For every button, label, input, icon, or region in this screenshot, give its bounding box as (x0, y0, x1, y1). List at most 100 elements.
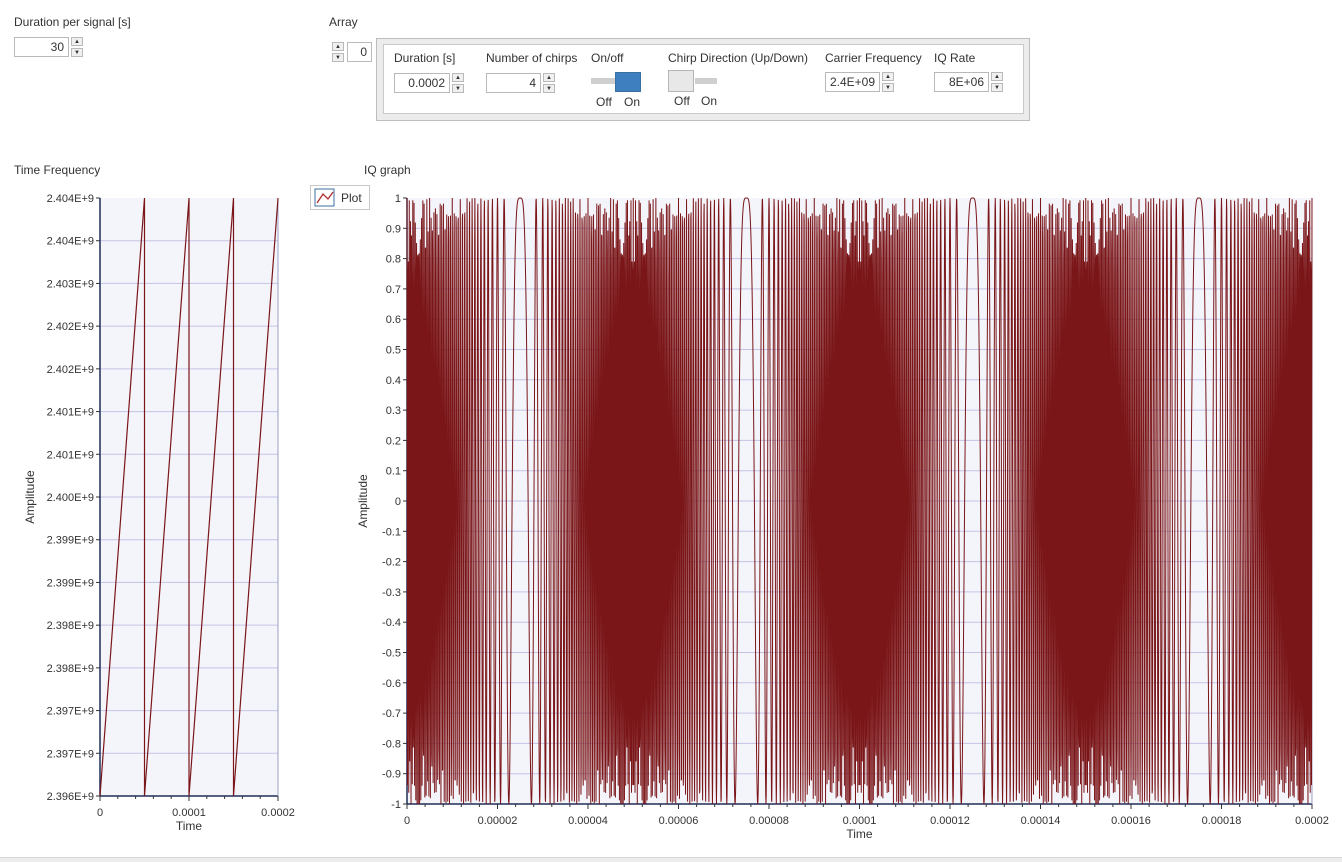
x-tick-label: 0 (404, 815, 410, 827)
array-index-input[interactable]: 0 (347, 42, 372, 62)
x-tick-label: 0.0002 (261, 807, 295, 819)
iq-rate-input[interactable]: 8E+06 (934, 72, 989, 92)
window-bottom-border (0, 857, 1342, 862)
y-tick-label: -0.6 (382, 678, 401, 690)
duration-per-signal-input[interactable]: 30 (14, 37, 69, 57)
y-tick-label: 0.9 (386, 223, 401, 235)
decrement-arrow-icon[interactable]: ▼ (991, 83, 1003, 92)
y-tick-label: -0.1 (382, 526, 401, 538)
on-off-on-label: On (624, 95, 641, 109)
num-chirps-label: Number of chirps (486, 51, 578, 65)
chirp-direction-on-label: On (701, 94, 718, 108)
num-chirps-input[interactable]: 4 (486, 73, 541, 93)
series-line (99, 197, 279, 797)
y-tick-label: 0.6 (386, 314, 401, 326)
decrement-arrow-icon[interactable]: ▼ (71, 48, 83, 57)
x-axis-label: Time (846, 827, 873, 841)
switch-track[interactable] (695, 78, 717, 84)
decrement-arrow-icon[interactable]: ▼ (543, 84, 555, 93)
y-tick-label: 0.3 (386, 405, 401, 417)
on-off-label: On/off (591, 51, 624, 65)
decrement-arrow-icon[interactable]: ▼ (882, 83, 894, 92)
y-tick-label: 2.398E+9 (47, 620, 94, 632)
duration-per-signal-spinner[interactable]: ▲ ▼ (71, 37, 83, 57)
on-off-off-label: Off (596, 95, 612, 109)
num-chirps-spinner[interactable]: ▲ ▼ (543, 73, 555, 93)
y-tick-label: 2.401E+9 (47, 449, 94, 461)
y-tick-label: 1 (395, 193, 401, 205)
x-tick-label: 0.00016 (1111, 815, 1151, 827)
y-tick-label: 2.397E+9 (47, 706, 94, 718)
x-tick-label: 0.00006 (659, 815, 699, 827)
x-tick-label: 0.00018 (1202, 815, 1242, 827)
duration-spinner[interactable]: ▲ ▼ (452, 73, 464, 93)
plot-legend-label: Plot (341, 191, 362, 205)
switch-knob[interactable] (668, 70, 694, 92)
y-tick-label: 2.402E+9 (47, 321, 94, 333)
y-tick-label: 2.400E+9 (47, 492, 94, 504)
switch-knob[interactable] (615, 72, 641, 92)
chirp-direction-label: Chirp Direction (Up/Down) (668, 51, 809, 65)
y-axis-label: Amplitude (23, 470, 37, 524)
iq-rate-label: IQ Rate (934, 51, 976, 65)
x-tick-label: 0.00014 (1021, 815, 1061, 827)
plot-legend-button[interactable]: Plot (310, 185, 370, 210)
y-tick-label: 0.8 (386, 254, 401, 266)
y-tick-label: 2.402E+9 (47, 364, 94, 376)
iq-graph-chart[interactable]: -1 -0.9 -0.8 -0.7 -0.6 -0.5 -0.4 -0.3 -0.2 -0.1 0 0… (340, 185, 1340, 855)
increment-arrow-icon[interactable]: ▲ (452, 73, 464, 82)
chirp-direction-off-label: Off (674, 94, 690, 108)
increment-arrow-icon[interactable]: ▲ (543, 73, 555, 82)
increment-arrow-icon[interactable]: ▲ (882, 72, 894, 81)
y-tick-label: 0.1 (386, 466, 401, 478)
x-tick-label: 0.0001 (172, 807, 206, 819)
time-frequency-title: Time Frequency (14, 163, 101, 177)
carrier-frequency-label: Carrier Frequency (825, 51, 922, 65)
y-tick-label: 0.7 (386, 284, 401, 296)
carrier-frequency-spinner[interactable]: ▲ ▼ (882, 72, 894, 92)
y-tick-label: -0.8 (382, 738, 401, 750)
decrement-arrow-icon[interactable]: ▼ (452, 84, 464, 93)
increment-arrow-icon[interactable]: ▲ (71, 37, 83, 46)
decrement-arrow-icon[interactable]: ▼ (332, 53, 344, 62)
switch-track[interactable] (591, 78, 617, 84)
y-tick-label: -0.4 (382, 617, 401, 629)
duration-label: Duration [s] (394, 51, 456, 65)
y-tick-label: 2.404E+9 (47, 236, 94, 248)
y-tick-label: 0.4 (386, 375, 401, 387)
x-tick-label: 0.0002 (1295, 815, 1329, 827)
iq-rate-spinner[interactable]: ▲ ▼ (991, 72, 1003, 92)
x-tick-label: 0.00002 (478, 815, 518, 827)
y-tick-label: 2.397E+9 (47, 748, 94, 760)
y-tick-label: 2.396E+9 (47, 791, 94, 803)
y-tick-label: 2.401E+9 (47, 407, 94, 419)
y-tick-label: 2.398E+9 (47, 663, 94, 675)
duration-input[interactable]: 0.0002 (394, 73, 450, 93)
x-axis-label: Time (176, 819, 203, 833)
x-tick-label: 0.00008 (749, 815, 789, 827)
y-tick-label: 0 (395, 496, 401, 508)
array-label: Array (329, 15, 358, 29)
x-tick-label: 0.0001 (843, 815, 877, 827)
y-tick-label: -0.2 (382, 557, 401, 569)
y-tick-label: -0.9 (382, 769, 401, 781)
y-tick-label: 0.2 (386, 435, 401, 447)
x-tick-label: 0 (97, 807, 103, 819)
y-tick-label: 2.403E+9 (47, 278, 94, 290)
increment-arrow-icon[interactable]: ▲ (991, 72, 1003, 81)
x-tick-label: 0.00012 (930, 815, 970, 827)
y-tick-label: -0.7 (382, 708, 401, 720)
x-tick-label: 0.00004 (568, 815, 608, 827)
increment-arrow-icon[interactable]: ▲ (332, 42, 344, 51)
time-frequency-chart[interactable]: 2.396E+9 2.397E+9 2.397E+9 2.398E+9 2.398E+9… (0, 185, 310, 845)
y-tick-label: -0.5 (382, 648, 401, 660)
y-tick-label: -1 (391, 799, 401, 811)
iq-signal-line (406, 197, 1313, 805)
y-tick-label: 2.404E+9 (47, 193, 94, 205)
y-tick-label: 0.5 (386, 345, 401, 357)
carrier-frequency-input[interactable]: 2.4E+09 (825, 72, 880, 92)
iq-graph-title: IQ graph (364, 163, 411, 177)
array-index-spinner[interactable]: ▲ ▼ (332, 42, 344, 62)
duration-per-signal-label: Duration per signal [s] (14, 15, 131, 29)
y-tick-label: -0.3 (382, 587, 401, 599)
